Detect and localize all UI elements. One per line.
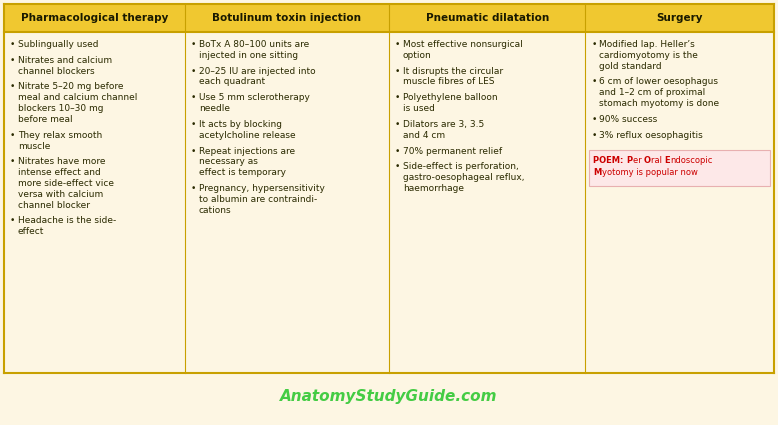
Text: E: E [664, 156, 671, 164]
Text: muscle fibres of LES: muscle fibres of LES [403, 77, 495, 86]
Text: gold standard: gold standard [599, 62, 662, 71]
Text: intense effect and: intense effect and [18, 168, 100, 177]
Text: each quadrant: each quadrant [199, 77, 265, 86]
Text: •: • [10, 82, 16, 91]
Text: BoTx A 80–100 units are: BoTx A 80–100 units are [199, 40, 309, 49]
Text: •: • [10, 131, 16, 140]
Text: effect: effect [18, 227, 44, 236]
Text: Dilators are 3, 3.5: Dilators are 3, 3.5 [403, 120, 484, 129]
Text: •: • [395, 120, 401, 129]
Text: •: • [10, 56, 16, 65]
Text: stomach myotomy is done: stomach myotomy is done [599, 99, 720, 108]
Text: and 4 cm: and 4 cm [403, 131, 445, 140]
Text: It disrupts the circular: It disrupts the circular [403, 67, 503, 76]
Text: before meal: before meal [18, 115, 72, 124]
Text: Pneumatic dilatation: Pneumatic dilatation [426, 13, 548, 23]
Text: AnatomyStudyGuide.com: AnatomyStudyGuide.com [280, 389, 498, 405]
Text: Nitrates and calcium: Nitrates and calcium [18, 56, 112, 65]
Text: Nitrate 5–20 mg before: Nitrate 5–20 mg before [18, 82, 124, 91]
Text: gastro-oesophageal reflux,: gastro-oesophageal reflux, [403, 173, 524, 182]
Text: •: • [191, 67, 196, 76]
Text: Modified lap. Heller’s: Modified lap. Heller’s [599, 40, 695, 49]
Bar [590, 150, 770, 186]
Text: Headache is the side-: Headache is the side- [18, 216, 116, 226]
Text: effect is temporary: effect is temporary [199, 168, 286, 177]
Text: Botulinum toxin injection: Botulinum toxin injection [212, 13, 362, 23]
Text: er: er [633, 156, 644, 164]
Text: Use 5 mm sclerotherapy: Use 5 mm sclerotherapy [199, 93, 310, 102]
Text: ral: ral [651, 156, 664, 164]
Text: yotomy is popular now: yotomy is popular now [601, 168, 697, 177]
Text: muscle: muscle [18, 142, 51, 150]
Text: and 1–2 cm of proximal: and 1–2 cm of proximal [599, 88, 706, 97]
Text: more side-effect vice: more side-effect vice [18, 179, 114, 188]
Text: It acts by blocking: It acts by blocking [199, 120, 282, 129]
Text: POEM:: POEM: [594, 156, 626, 164]
Bar [4, 4, 774, 32]
Text: injected in one sitting: injected in one sitting [199, 51, 298, 60]
Text: ndoscopic: ndoscopic [671, 156, 713, 164]
Text: Nitrates have more: Nitrates have more [18, 157, 106, 166]
Text: •: • [395, 162, 401, 171]
Text: 90% success: 90% success [599, 115, 657, 124]
Text: •: • [191, 40, 196, 49]
Text: O: O [644, 156, 651, 164]
Text: 6 cm of lower oesophagus: 6 cm of lower oesophagus [599, 77, 718, 86]
Text: Pregnancy, hypersensitivity: Pregnancy, hypersensitivity [199, 184, 325, 193]
Text: •: • [395, 93, 401, 102]
Text: 20–25 IU are injected into: 20–25 IU are injected into [199, 67, 316, 76]
Text: Side-effect is perforation,: Side-effect is perforation, [403, 162, 519, 171]
Text: blockers 10–30 mg: blockers 10–30 mg [18, 104, 103, 113]
Text: channel blockers: channel blockers [18, 67, 95, 76]
Text: •: • [591, 131, 597, 140]
Text: Surgery: Surgery [657, 13, 703, 23]
Text: needle: needle [199, 104, 230, 113]
Text: •: • [10, 216, 16, 226]
Text: versa with calcium: versa with calcium [18, 190, 103, 199]
Text: haemorrhage: haemorrhage [403, 184, 464, 193]
Text: •: • [191, 93, 196, 102]
Text: •: • [10, 157, 16, 166]
Text: channel blocker: channel blocker [18, 201, 90, 210]
Text: is used: is used [403, 104, 435, 113]
Text: 3% reflux oesophagitis: 3% reflux oesophagitis [599, 131, 703, 140]
Text: •: • [591, 77, 597, 86]
Text: •: • [591, 115, 597, 124]
Text: Sublingually used: Sublingually used [18, 40, 99, 49]
Text: acetylcholine release: acetylcholine release [199, 131, 296, 140]
Text: cardiomyotomy is the: cardiomyotomy is the [599, 51, 698, 60]
Text: •: • [191, 184, 196, 193]
Text: meal and calcium channel: meal and calcium channel [18, 93, 138, 102]
Text: to albumin are contraindi-: to albumin are contraindi- [199, 195, 317, 204]
Text: They relax smooth: They relax smooth [18, 131, 102, 140]
Text: •: • [10, 40, 16, 49]
Text: cations: cations [199, 206, 232, 215]
Text: •: • [191, 120, 196, 129]
Text: option: option [403, 51, 432, 60]
Text: Repeat injections are: Repeat injections are [199, 147, 295, 156]
Text: •: • [395, 40, 401, 49]
Text: necessary as: necessary as [199, 157, 258, 166]
Text: Pharmacological therapy: Pharmacological therapy [21, 13, 168, 23]
Bar [4, 4, 774, 373]
Text: P: P [626, 156, 633, 164]
Text: •: • [591, 40, 597, 49]
Text: Most effective nonsurgical: Most effective nonsurgical [403, 40, 523, 49]
Text: •: • [191, 147, 196, 156]
Text: 70% permanent relief: 70% permanent relief [403, 147, 502, 156]
Text: •: • [395, 67, 401, 76]
Text: M: M [594, 168, 601, 177]
Text: •: • [395, 147, 401, 156]
Text: Polyethylene balloon: Polyethylene balloon [403, 93, 498, 102]
